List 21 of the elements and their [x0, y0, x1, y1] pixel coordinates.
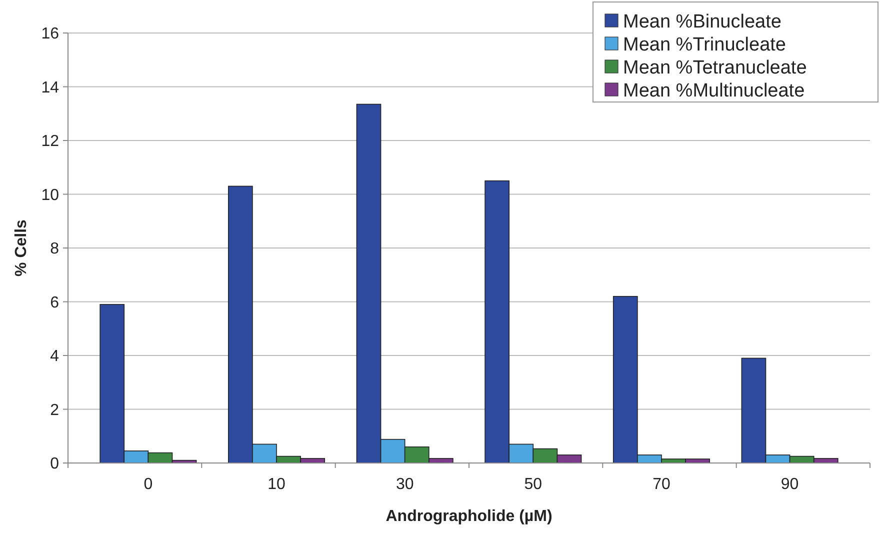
x-tick-label: 10: [268, 476, 286, 493]
x-tick-label: 0: [144, 476, 153, 493]
y-tick-label: 0: [50, 456, 60, 473]
y-tick-label: 12: [41, 133, 60, 150]
y-tick-label: 14: [41, 79, 60, 96]
y-tick-label: 16: [41, 26, 60, 43]
y-tick-label: 6: [50, 294, 60, 312]
x-axis-title: Andrographolide (µM): [386, 508, 552, 525]
y-tick-label: 10: [41, 186, 60, 204]
legend-label: Mean %Tetranucleate: [623, 58, 807, 79]
y-tick-label: 4: [50, 348, 60, 366]
y-tick-label: 2: [50, 402, 60, 419]
legend-label: Mean %Multinucleate: [623, 80, 805, 102]
x-tick-label: 90: [780, 476, 799, 493]
x-tick-label: 30: [396, 476, 414, 493]
legend-label: Mean %Trinucleate: [623, 34, 786, 56]
y-tick-label: 8: [50, 240, 60, 258]
y-axis-title: % Cells: [13, 219, 30, 276]
legend-label: Mean %Binucleate: [623, 12, 782, 33]
x-tick-label: 50: [524, 476, 542, 493]
x-tick-label: 70: [652, 476, 670, 493]
